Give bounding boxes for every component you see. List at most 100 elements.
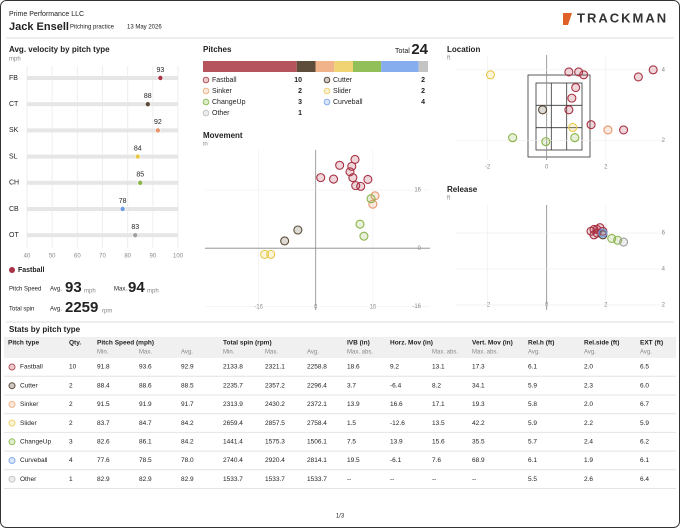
value-label: 93 [156, 67, 164, 74]
table-cell: 6.5 [640, 364, 649, 371]
column-header: EXT (ft) [640, 340, 663, 347]
velocity-dot [132, 232, 139, 238]
row-label: SL [9, 153, 18, 160]
pitch-point [329, 174, 339, 184]
table-cell: 2814.1 [307, 457, 327, 464]
table-cell: 91.5 [97, 401, 110, 408]
table-cell: 3 [69, 439, 73, 446]
table-cell: 3.7 [347, 382, 356, 389]
table-cell: 83.7 [97, 420, 110, 427]
table-cell: 2758.4 [307, 420, 327, 427]
table-cell: 88.5 [181, 382, 194, 389]
table-cell: Curveball [20, 457, 48, 464]
table-cell: 6.2 [640, 439, 649, 446]
stat-unit: rpm [102, 309, 112, 315]
logo-icon [563, 13, 572, 25]
value-label: 92 [154, 119, 162, 126]
column-header: Rel.h (ft) [528, 340, 554, 347]
track [27, 207, 178, 211]
row-label: SK [9, 127, 19, 134]
unit: in [203, 142, 208, 148]
table-cell: 2740.4 [223, 457, 243, 464]
velocity-dot [155, 127, 161, 134]
legend-swatch [323, 87, 331, 95]
table-cell: 18.6 [347, 364, 360, 371]
table-cell: 15.6 [432, 439, 445, 446]
value-label: 85 [136, 172, 144, 179]
table-cell: 2296.4 [307, 382, 327, 389]
x-tick-label: 80 [124, 254, 131, 260]
stat-label: Total spin [9, 307, 34, 313]
column-subheader: Max. abs. [347, 350, 373, 356]
table-cell: 7.6 [432, 457, 441, 464]
pitch-point [335, 160, 345, 170]
table-cell: 84.2 [181, 420, 194, 427]
stat-label: Pitch Speed [9, 287, 41, 293]
table-cell: 2321.1 [265, 364, 285, 371]
table-cell: 2 [69, 401, 73, 408]
velocity-dot [137, 180, 144, 186]
panel-title: Location [447, 45, 480, 54]
column-header: Rel.side (ft) [584, 340, 619, 347]
table-cell: 2.6 [584, 476, 593, 483]
table-cell: 88.4 [97, 382, 110, 389]
column-header: Vert. Mov (in) [472, 340, 513, 347]
table-cell: 42.2 [472, 420, 485, 427]
table-cell: 1533.7 [265, 476, 285, 483]
total-label: Total [395, 48, 410, 55]
column-header: Horz. Mov (in) [390, 340, 433, 347]
selected-swatch [9, 267, 15, 273]
table-cell: 35.5 [472, 439, 485, 446]
table-cell: 2 [69, 382, 73, 389]
table-cell: 2357.2 [265, 382, 285, 389]
velocity-dot [157, 75, 164, 81]
table-cell: 4 [69, 457, 73, 464]
pitch-point [356, 181, 366, 191]
velocity-dot [134, 153, 141, 160]
table-cell: -- [347, 476, 351, 483]
x-tick-label: 16 [370, 305, 377, 311]
table-cell: 78.5 [139, 457, 152, 464]
legend-name: Cutter [333, 77, 353, 84]
table-cell: 2.3 [584, 382, 593, 389]
y-tick-label: 2 [662, 303, 666, 309]
track [27, 180, 178, 185]
table-cell: 13.5 [432, 420, 445, 427]
table-cell: 34.1 [472, 382, 485, 389]
y-tick-label: 16 [414, 188, 421, 194]
table-cell: -- [390, 476, 394, 483]
pitch-point [355, 219, 365, 229]
value-label: 84 [134, 145, 142, 152]
legend-swatch [202, 87, 210, 95]
table-cell: 5.5 [528, 476, 537, 483]
column-subheader: Avg. [528, 350, 540, 356]
date: 13 May 2026 [127, 25, 162, 31]
pitch-point [567, 93, 577, 103]
column-subheader: Min. [97, 350, 109, 356]
pitch-point [633, 72, 643, 82]
stat-unit: mph [84, 289, 96, 295]
legend-count: 1 [298, 110, 302, 117]
table-cell: Fastball [20, 364, 43, 371]
pitch-point [619, 237, 629, 247]
value-label: 83 [131, 224, 139, 231]
row-label: CH [9, 180, 19, 187]
pitch-swatch [8, 363, 16, 371]
table-cell: -- [472, 476, 476, 483]
table-cell: 1.9 [584, 457, 593, 464]
stat-value: 93 [65, 279, 82, 296]
table-cell: 5.9 [640, 420, 649, 427]
table-cell: 6.4 [640, 476, 649, 483]
y-tick-label: 4 [662, 67, 666, 73]
unit: ft [447, 196, 451, 202]
strike-zone [527, 74, 591, 158]
table-cell: 2659.4 [223, 420, 243, 427]
stat-label: Avg. [50, 287, 62, 293]
column-subheader: Max. abs. [472, 350, 498, 356]
table-cell: 88.6 [139, 382, 152, 389]
legend-name: Slider [333, 88, 352, 95]
table-cell: 17.1 [432, 401, 445, 408]
table-cell: -- [432, 476, 436, 483]
row-label: CB [9, 206, 19, 213]
pitch-point [574, 67, 584, 77]
